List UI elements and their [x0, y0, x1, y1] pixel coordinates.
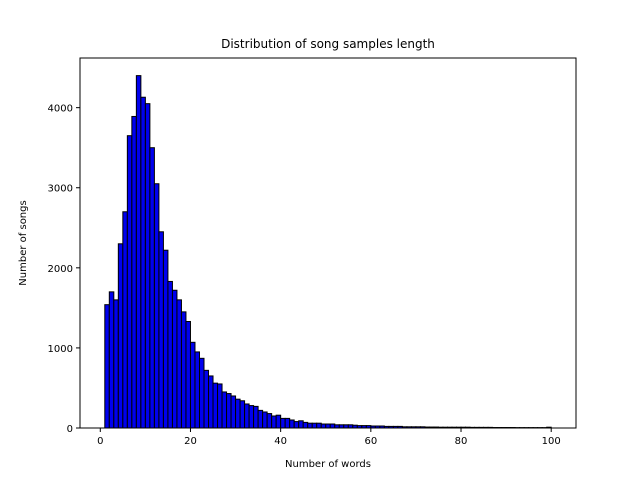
histogram-bar [131, 115, 137, 429]
histogram-bar [293, 421, 300, 429]
histogram-bar [266, 413, 273, 429]
y-tick-label: 2000 [48, 264, 73, 275]
histogram-bar [275, 414, 282, 429]
y-tick-label: 4000 [48, 104, 73, 115]
histogram-bar [113, 299, 119, 429]
histogram-bar [153, 183, 160, 429]
histogram-bar [271, 415, 277, 429]
x-axis: 0 20 40 60 80 100 [97, 428, 561, 447]
histogram-bar [311, 422, 318, 429]
histogram-bar [144, 103, 151, 429]
histogram-bar [320, 423, 327, 429]
histogram-bar [108, 291, 115, 429]
chart-title: Distribution of song samples length [221, 37, 435, 51]
histogram-bar [208, 375, 214, 429]
y-axis: 0 1000 2000 3000 4000 [48, 104, 80, 435]
histogram-bar [140, 96, 146, 429]
histogram-bar [284, 417, 291, 429]
histogram-bar [122, 211, 128, 429]
histogram-bar [280, 417, 286, 429]
bars-group [104, 75, 552, 429]
histogram-bar [257, 409, 264, 429]
histogram-bar [212, 382, 219, 429]
x-tick-label: 40 [274, 436, 287, 447]
histogram-bar [325, 423, 331, 429]
histogram-bar [158, 231, 164, 429]
histogram-bar [307, 422, 313, 429]
histogram-bar [302, 421, 309, 429]
histogram-bar [248, 405, 255, 429]
x-tick-label: 80 [455, 436, 468, 447]
histogram-bar [149, 147, 155, 429]
histogram-bar [117, 243, 124, 429]
histogram-bar [239, 400, 246, 429]
histogram-bar [316, 422, 322, 429]
y-tick-label: 0 [67, 424, 73, 435]
y-tick-label: 1000 [48, 344, 73, 355]
x-tick-label: 20 [184, 436, 197, 447]
x-tick-label: 0 [97, 436, 103, 447]
histogram-bar [244, 403, 250, 429]
histogram-bar [217, 383, 223, 429]
histogram-bar [194, 351, 200, 429]
plot-frame [79, 57, 577, 429]
y-axis-label: Number of songs [18, 200, 29, 285]
histogram-bar [104, 304, 110, 429]
histogram-bar [298, 420, 304, 429]
histogram-bar [176, 299, 182, 429]
x-tick-label: 60 [364, 436, 377, 447]
histogram-bar [235, 398, 241, 429]
histogram-bar [135, 75, 142, 429]
histogram-bar [262, 411, 268, 429]
x-tick-label: 100 [542, 436, 561, 447]
histogram-bar [203, 369, 210, 429]
histogram-bar [198, 357, 205, 429]
histogram-bar [167, 280, 173, 429]
histogram-bar [171, 289, 178, 429]
histogram-bar [329, 423, 336, 429]
histogram-bar [226, 393, 232, 429]
histogram-bar [189, 341, 196, 429]
histogram-bar [180, 311, 187, 429]
y-tick-label: 3000 [48, 184, 73, 195]
histogram-bar [221, 391, 228, 429]
histogram-bar [162, 249, 169, 429]
x-axis-label: Number of words [285, 459, 371, 470]
histogram-bar [185, 320, 191, 429]
histogram-bar [289, 419, 295, 429]
histogram-bar [230, 395, 237, 429]
histogram-bar [253, 405, 259, 429]
histogram-bar [126, 135, 133, 429]
